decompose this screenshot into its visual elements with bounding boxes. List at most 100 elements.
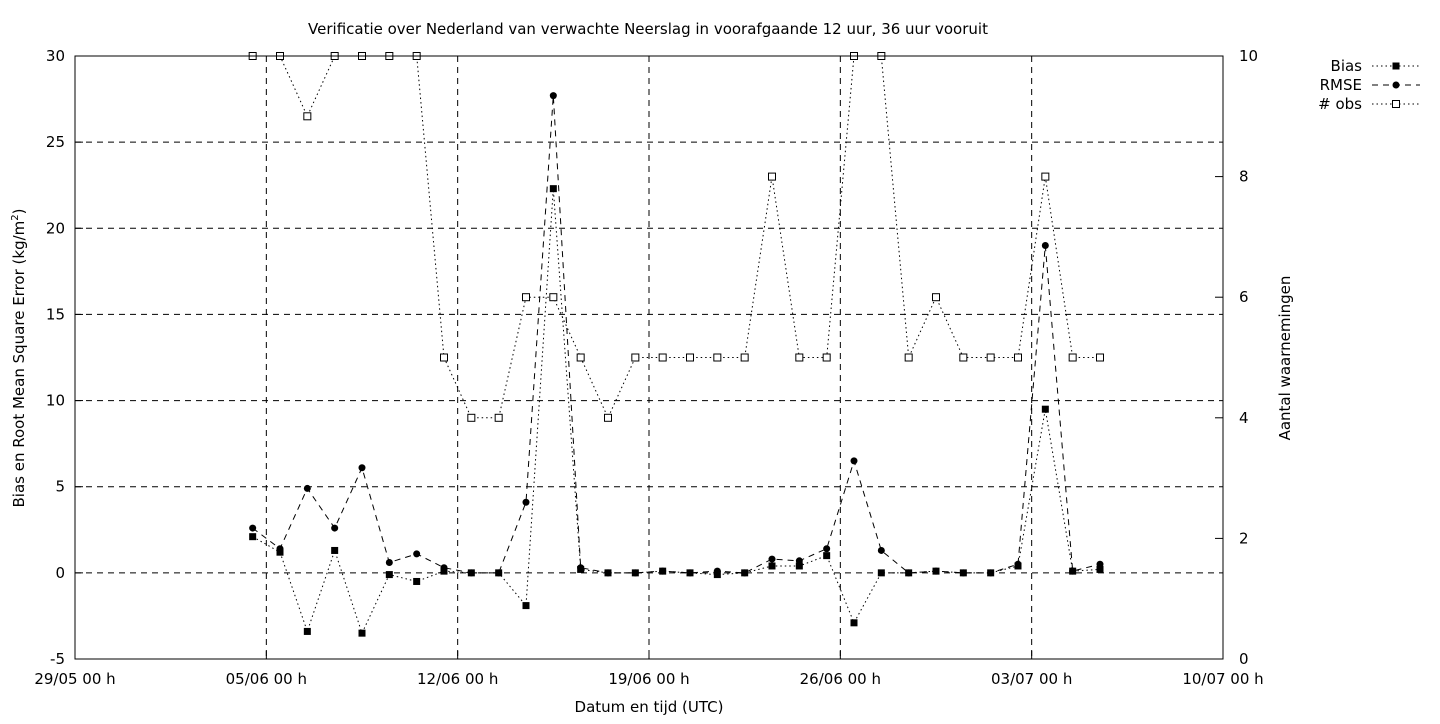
x-tick-label: 05/06 00 h	[226, 670, 307, 688]
data-point-rmse	[823, 545, 831, 553]
data-point-rmse	[987, 569, 995, 577]
x-tick-label: 26/06 00 h	[800, 670, 881, 688]
data-point-rmse	[495, 569, 503, 577]
y-axis-label: Bias en Root Mean Square Error (kg/m2)	[10, 209, 28, 508]
data-point-rmse	[440, 564, 448, 572]
data-point-rmse	[631, 569, 639, 577]
y-tick-label: 15	[46, 305, 65, 323]
data-point-bias	[795, 562, 803, 570]
data-point-rmse	[877, 546, 885, 554]
data-point-obs	[494, 413, 503, 422]
data-point-bias	[823, 552, 831, 560]
series-rmse	[249, 92, 1104, 577]
legend-marker	[1392, 81, 1400, 89]
data-point-rmse	[577, 564, 585, 572]
data-point-obs	[959, 353, 968, 362]
data-point-bias	[303, 627, 311, 635]
data-point-rmse	[932, 567, 940, 575]
data-point-rmse	[686, 569, 694, 577]
data-point-rmse	[549, 92, 557, 100]
data-point-obs	[1014, 353, 1022, 362]
data-point-bias	[331, 546, 339, 554]
data-point-obs	[440, 353, 448, 362]
data-point-obs	[303, 112, 312, 121]
x-tick-label: 03/07 00 h	[991, 670, 1072, 688]
y-tick-label: 20	[46, 219, 65, 237]
data-point-obs	[1068, 353, 1077, 362]
chart-title: Verificatie over Nederland van verwachte…	[308, 20, 988, 38]
data-point-rmse	[850, 457, 858, 465]
data-point-rmse	[413, 550, 421, 558]
data-point-obs	[822, 353, 831, 362]
data-point-obs	[576, 353, 585, 362]
data-point-bias	[877, 569, 885, 577]
legend-marker	[1392, 62, 1400, 70]
data-point-obs	[686, 353, 694, 362]
grid-lines	[75, 56, 1223, 659]
data-point-obs	[658, 353, 667, 362]
x-tick-label: 12/06 00 h	[417, 670, 498, 688]
y2-tick-label: 0	[1239, 650, 1249, 668]
data-point-bias	[768, 562, 776, 570]
legend-item: RMSE	[1320, 76, 1420, 94]
data-point-rmse	[467, 569, 475, 577]
data-point-obs	[522, 293, 530, 302]
data-point-rmse	[1069, 567, 1077, 575]
y2-axis-label: Aantal waarnemingen	[1276, 276, 1294, 441]
legend-label: # obs	[1318, 95, 1362, 113]
data-point-rmse	[741, 569, 749, 577]
y-axis-label-sup: 2	[10, 214, 21, 220]
data-point-obs	[795, 353, 804, 362]
data-point-bias	[1041, 405, 1049, 413]
data-point-bias	[549, 185, 557, 193]
data-point-rmse	[1014, 560, 1022, 568]
data-point-rmse	[276, 545, 284, 553]
data-point-obs	[549, 293, 558, 302]
legend-item: Bias	[1331, 57, 1420, 75]
legend-item: # obs	[1318, 95, 1420, 113]
data-point-rmse	[1041, 242, 1049, 250]
y2-tick-label: 8	[1239, 168, 1249, 186]
series-bias	[249, 185, 1104, 637]
legend-label: RMSE	[1320, 76, 1362, 94]
y-tick-label: 30	[46, 47, 65, 65]
data-point-obs	[713, 353, 722, 362]
data-point-obs	[740, 353, 749, 362]
data-point-bias	[385, 571, 393, 579]
data-point-obs	[1096, 353, 1104, 362]
series-obs	[248, 52, 1104, 422]
y2-tick-label: 10	[1239, 47, 1258, 65]
x-axis-label: Datum en tijd (UTC)	[575, 698, 724, 716]
legend-marker	[1392, 100, 1400, 108]
data-point-bias	[850, 619, 858, 627]
data-point-obs	[932, 293, 940, 302]
y-axis-label-main: Bias en Root Mean Square Error (kg/m	[10, 221, 28, 508]
y2-tick-label: 6	[1239, 288, 1249, 306]
series-line-rmse	[252, 95, 1101, 574]
data-point-bias	[358, 629, 366, 637]
data-point-bias	[522, 602, 530, 610]
y-axis-label-close: )	[10, 209, 28, 215]
data-point-rmse	[713, 567, 721, 575]
data-point-rmse	[905, 569, 913, 577]
data-point-rmse	[795, 557, 803, 565]
legend-label: Bias	[1331, 57, 1363, 75]
axis-ticks: -5 0 5 10 15 20 25 30 0 2 4 6 8 10 29/05 00 h 05/06 00 …	[34, 47, 1263, 688]
x-tick-label: 19/06 00 h	[608, 670, 689, 688]
data-point-rmse	[331, 524, 339, 532]
data-point-rmse	[522, 498, 530, 506]
data-point-bias	[1096, 565, 1104, 573]
series-line-obs	[252, 55, 1100, 420]
y2-tick-label: 4	[1239, 409, 1249, 427]
data-point-obs	[904, 353, 913, 362]
data-point-bias	[413, 577, 421, 585]
y-tick-label: 25	[46, 133, 65, 151]
y2-tick-label: 2	[1239, 529, 1249, 547]
y-tick-label: 10	[46, 392, 65, 410]
data-point-rmse	[959, 569, 967, 577]
data-point-rmse	[303, 484, 311, 492]
y-tick-label: 0	[55, 564, 65, 582]
data-point-obs	[768, 172, 776, 181]
